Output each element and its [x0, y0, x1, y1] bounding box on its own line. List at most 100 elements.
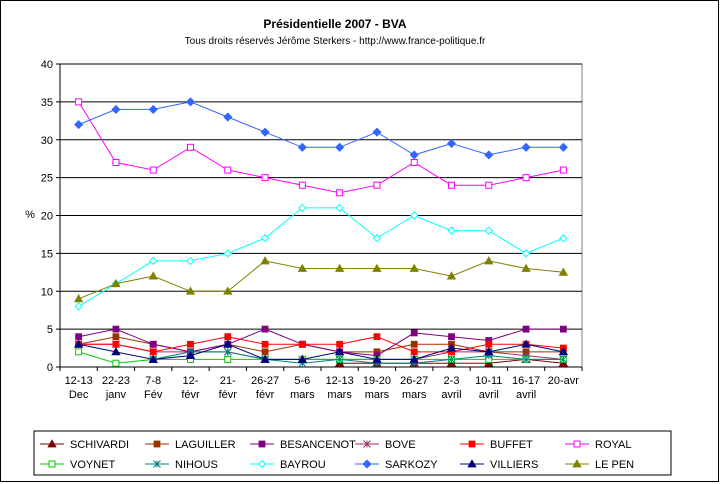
data-point — [373, 333, 381, 341]
data-point — [521, 339, 531, 348]
x-tick-label: 12-13 — [65, 375, 93, 387]
x-tick-label: Dec — [69, 389, 89, 401]
legend-marker — [362, 459, 372, 469]
data-point — [74, 120, 84, 130]
legend-label: SCHIVARDI — [70, 439, 129, 451]
data-point — [298, 203, 307, 213]
y-tick-label: 5 — [47, 324, 53, 336]
legend-item-le-pen: LE PEN — [565, 459, 634, 471]
data-point — [74, 302, 83, 311]
x-tick-label: avril — [441, 389, 461, 401]
x-tick-label: 16-17 — [512, 375, 540, 387]
data-point — [485, 181, 493, 189]
legend-item-bayrou: BAYROU — [250, 459, 326, 471]
x-tick-label: 26-27 — [251, 375, 279, 387]
data-point — [148, 104, 158, 115]
y-tick-label: 40 — [41, 59, 53, 71]
y-tick-label: 35 — [41, 97, 53, 109]
data-point — [485, 340, 493, 348]
data-point — [149, 166, 157, 174]
data-point — [447, 226, 456, 235]
data-point — [73, 339, 84, 348]
data-point — [149, 340, 157, 348]
data-point — [224, 355, 232, 363]
data-point — [559, 325, 567, 333]
data-point — [112, 333, 120, 341]
legend-item-schivardi: SCHIVARDI — [40, 439, 129, 451]
data-point — [224, 333, 232, 341]
x-tick-label: 22-23 — [102, 375, 130, 387]
data-point — [224, 166, 232, 174]
y-tick-label: 0 — [47, 362, 53, 374]
data-point — [260, 256, 270, 265]
series-le-pen — [73, 256, 569, 303]
data-point — [410, 348, 418, 356]
data-point — [521, 142, 531, 152]
data-point — [260, 234, 270, 243]
x-tick-label: 7-8 — [145, 375, 161, 387]
legend-label: BESANCENOT — [280, 439, 356, 451]
data-point — [261, 340, 269, 348]
legend-label: SARKOZY — [385, 459, 438, 471]
data-point — [261, 174, 269, 182]
data-point — [112, 340, 120, 348]
data-point — [223, 112, 233, 122]
series-line-besancenot — [78, 328, 564, 357]
x-tick-label: 10-11 — [475, 375, 502, 387]
data-point — [559, 234, 568, 243]
data-point — [111, 278, 121, 288]
series-line-voynet — [78, 351, 564, 364]
data-point — [187, 143, 194, 151]
legend-item-voynet: VOYNET — [40, 459, 116, 471]
y-tick-label: 15 — [41, 248, 53, 260]
x-tick-label: févr — [181, 389, 200, 401]
y-tick-label: 30 — [41, 135, 53, 147]
series-line-sarkozy — [78, 101, 564, 156]
data-point — [260, 354, 270, 363]
data-point — [297, 263, 308, 272]
legend-marker — [47, 439, 57, 448]
data-point — [298, 181, 306, 189]
data-point — [446, 138, 457, 149]
x-tick-label: mars — [290, 389, 315, 401]
data-point — [558, 142, 568, 152]
data-point — [372, 234, 382, 243]
data-point — [335, 142, 345, 152]
legend-label: BOVE — [385, 439, 416, 451]
chart-title: Présidentielle 2007 - BVA — [263, 17, 407, 31]
x-tick-label: avril — [479, 389, 499, 401]
legend-label: NIHOUS — [175, 459, 218, 471]
data-point — [410, 158, 418, 166]
data-point — [187, 340, 194, 348]
legend-marker — [572, 459, 582, 468]
legend-item-buffet: BUFFET — [460, 439, 533, 451]
y-tick-label: 10 — [41, 286, 53, 298]
legend-item-nihous: NIHOUS — [145, 459, 218, 471]
data-point — [149, 348, 157, 356]
data-point — [186, 256, 195, 266]
data-point — [75, 348, 83, 356]
data-point — [112, 325, 120, 333]
legend-marker — [257, 459, 267, 469]
data-point — [185, 286, 196, 295]
data-point — [409, 150, 419, 160]
data-point — [373, 181, 381, 189]
data-point — [111, 104, 121, 115]
series-line-villiers — [78, 343, 564, 360]
x-tick-label: janv — [105, 389, 127, 401]
data-point — [484, 347, 494, 356]
data-point — [410, 211, 419, 220]
legend-item-besancenot: BESANCENOT — [250, 439, 356, 451]
x-tick-label: févr — [219, 389, 238, 401]
data-point — [297, 142, 307, 152]
legend-label: LAGUILLER — [175, 439, 236, 451]
legend-label: VILLIERS — [490, 459, 538, 471]
legend-label: ROYAL — [595, 439, 631, 451]
data-point — [148, 354, 158, 363]
y-tick-label: 25 — [41, 173, 53, 185]
data-point — [522, 174, 530, 182]
data-point — [297, 354, 308, 363]
series-villiers — [73, 339, 569, 363]
data-point — [73, 294, 84, 303]
